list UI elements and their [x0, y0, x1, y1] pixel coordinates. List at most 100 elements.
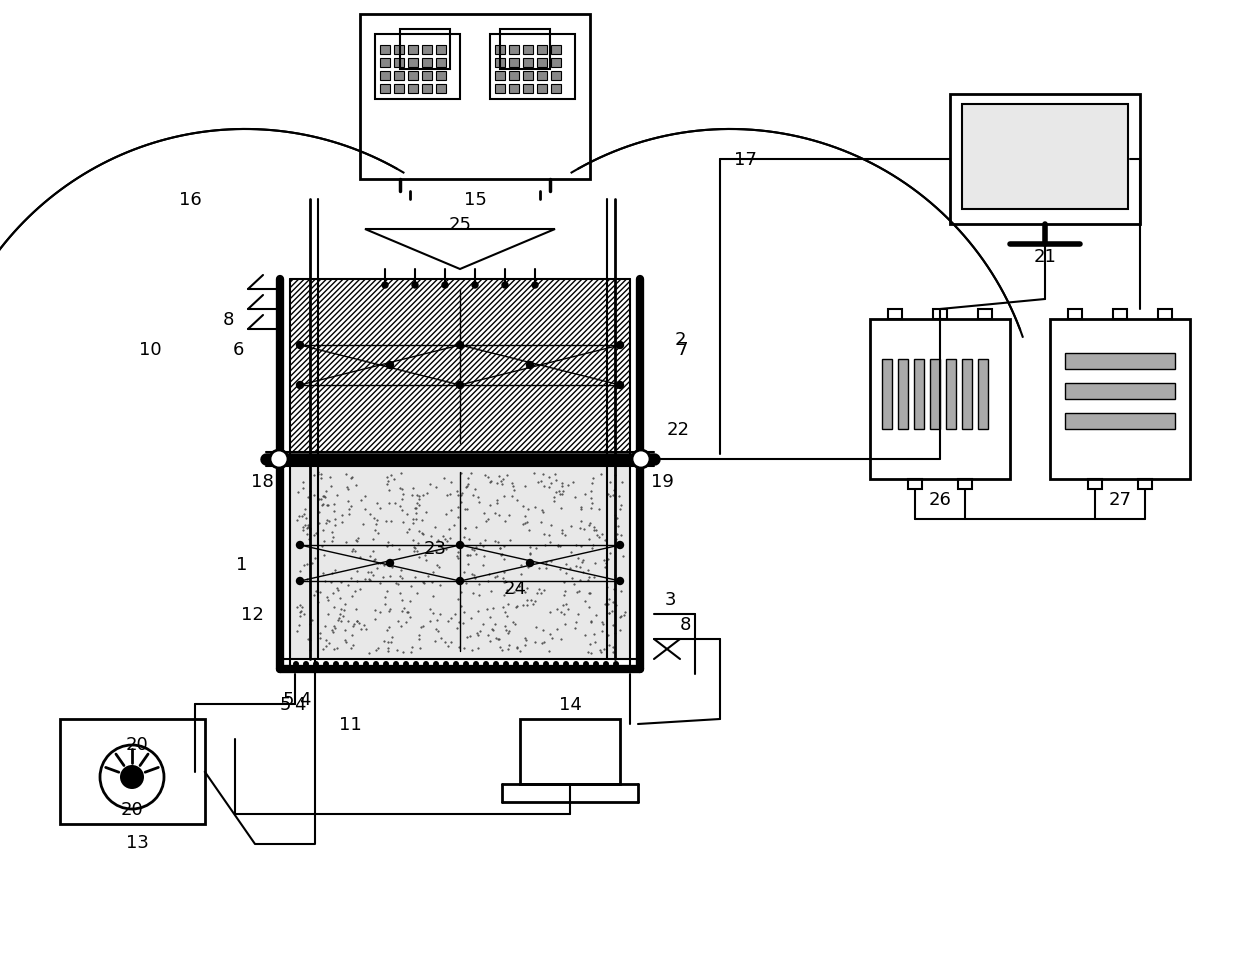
- Point: [339, 578, 358, 593]
- Bar: [523, 59, 533, 68]
- Bar: [436, 59, 446, 68]
- Point: [453, 536, 472, 551]
- Point: [596, 579, 616, 595]
- Point: [580, 615, 600, 631]
- Point: [393, 593, 413, 609]
- Point: [409, 549, 429, 565]
- Point: [583, 495, 603, 511]
- Point: [485, 533, 505, 548]
- Text: 15: 15: [464, 191, 486, 208]
- Point: [497, 609, 517, 624]
- Point: [513, 516, 533, 532]
- Point: [534, 583, 554, 599]
- Point: [613, 548, 632, 564]
- Point: [520, 547, 539, 562]
- Point: [414, 576, 434, 591]
- Point: [379, 495, 399, 511]
- Point: [498, 625, 518, 641]
- Point: [605, 625, 625, 641]
- Point: [532, 474, 552, 489]
- Point: [552, 605, 572, 620]
- Point: [403, 512, 423, 527]
- Point: [460, 548, 480, 564]
- Point: [461, 567, 481, 582]
- Point: [605, 468, 625, 484]
- Point: [466, 547, 486, 562]
- Bar: [959, 480, 972, 489]
- Point: [521, 546, 541, 561]
- Point: [427, 612, 446, 628]
- Circle shape: [296, 542, 304, 548]
- Point: [439, 521, 459, 537]
- Point: [503, 479, 523, 494]
- Point: [455, 520, 475, 536]
- Point: [386, 576, 405, 591]
- Point: [498, 596, 518, 611]
- Point: [603, 617, 622, 633]
- Point: [289, 535, 309, 550]
- Bar: [290, 467, 630, 659]
- Point: [600, 475, 620, 490]
- Point: [398, 605, 418, 620]
- Bar: [520, 719, 620, 784]
- Point: [298, 520, 317, 536]
- Bar: [422, 59, 432, 68]
- Point: [300, 642, 320, 658]
- Bar: [495, 85, 505, 94]
- Point: [391, 586, 410, 602]
- Point: [610, 609, 630, 624]
- Point: [335, 633, 355, 648]
- Bar: [401, 30, 450, 70]
- Point: [374, 590, 394, 606]
- Point: [319, 498, 339, 514]
- Point: [515, 638, 534, 653]
- Point: [310, 584, 330, 600]
- Point: [480, 475, 500, 490]
- Point: [434, 471, 454, 486]
- Circle shape: [456, 578, 464, 585]
- Point: [314, 566, 334, 581]
- Point: [539, 627, 559, 642]
- Bar: [436, 72, 446, 81]
- Point: [378, 483, 398, 498]
- Point: [565, 621, 585, 637]
- Point: [492, 571, 512, 586]
- Point: [405, 541, 425, 556]
- Point: [451, 487, 471, 503]
- Point: [311, 467, 331, 483]
- Point: [494, 600, 513, 615]
- Text: 23: 23: [424, 540, 446, 557]
- Point: [321, 479, 341, 494]
- Point: [408, 544, 428, 559]
- Point: [487, 493, 507, 509]
- Point: [341, 498, 361, 514]
- Point: [393, 487, 413, 503]
- Point: [600, 488, 620, 504]
- Point: [405, 512, 425, 527]
- Point: [578, 573, 598, 588]
- Point: [552, 526, 572, 542]
- Point: [528, 475, 548, 490]
- Point: [413, 527, 433, 543]
- Point: [600, 546, 620, 561]
- Point: [441, 503, 461, 518]
- Point: [525, 500, 544, 516]
- Point: [392, 604, 412, 619]
- Bar: [551, 85, 560, 94]
- Point: [407, 506, 427, 521]
- Text: 18: 18: [250, 473, 273, 490]
- Point: [296, 511, 316, 526]
- Point: [368, 556, 388, 572]
- Point: [310, 516, 330, 531]
- Bar: [537, 85, 547, 94]
- Point: [591, 527, 611, 543]
- Point: [543, 490, 563, 506]
- Point: [525, 465, 544, 481]
- Circle shape: [312, 661, 319, 668]
- Point: [477, 628, 497, 643]
- Point: [350, 549, 370, 565]
- Point: [365, 611, 384, 627]
- Point: [565, 489, 585, 505]
- Point: [542, 631, 562, 646]
- Point: [358, 645, 378, 661]
